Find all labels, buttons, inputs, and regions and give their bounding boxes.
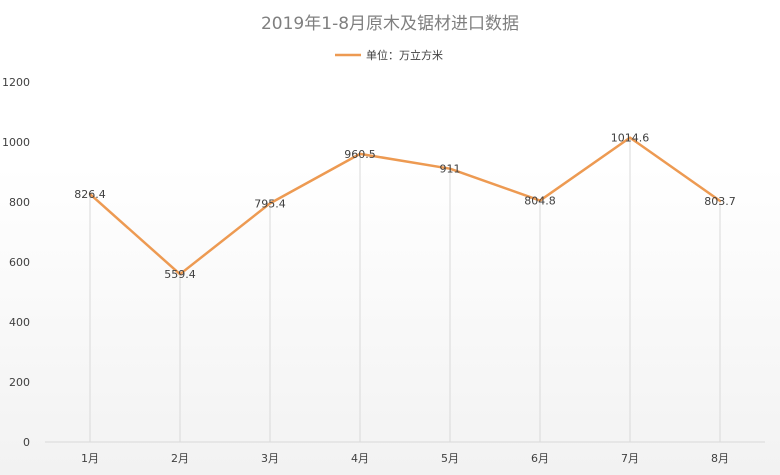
x-tick-label: 7月 <box>621 452 639 465</box>
data-labels: 826.4 559.4 795.4 960.5 911 804.8 1014.6 803.7 <box>74 132 736 282</box>
x-tick-label: 3月 <box>261 452 279 465</box>
legend: 单位：万立方米 <box>335 48 443 62</box>
data-label: 559.4 <box>164 268 196 281</box>
data-label: 803.7 <box>704 195 736 208</box>
drop-lines <box>89 137 721 442</box>
x-axis: 1月 2月 3月 4月 5月 6月 7月 8月 <box>81 452 729 465</box>
y-tick-label: 200 <box>9 376 30 389</box>
x-tick-label: 5月 <box>441 452 459 465</box>
series-line <box>88 136 722 276</box>
chart-title: 2019年1-8月原木及锯材进口数据 <box>261 14 519 34</box>
x-tick-label: 8月 <box>711 452 729 465</box>
x-tick-label: 6月 <box>531 452 549 465</box>
legend-label: 单位：万立方米 <box>366 48 443 62</box>
y-tick-label: 1000 <box>2 136 30 149</box>
y-tick-label: 400 <box>9 316 30 329</box>
data-label: 795.4 <box>254 197 286 210</box>
x-tick-label: 1月 <box>81 452 99 465</box>
series-group <box>88 136 722 276</box>
data-label: 804.8 <box>524 195 556 208</box>
y-tick-label: 600 <box>9 256 30 269</box>
data-label: 1014.6 <box>611 132 650 145</box>
y-tick-label: 800 <box>9 196 30 209</box>
data-label: 911 <box>440 163 461 176</box>
data-label: 826.4 <box>74 188 106 201</box>
data-label: 960.5 <box>344 148 376 161</box>
x-tick-label: 4月 <box>351 452 369 465</box>
y-tick-label: 1200 <box>2 76 30 89</box>
y-axis: 0 200 400 600 800 1000 1200 <box>2 76 30 449</box>
y-tick-label: 0 <box>23 436 30 449</box>
x-tick-label: 2月 <box>171 452 189 465</box>
